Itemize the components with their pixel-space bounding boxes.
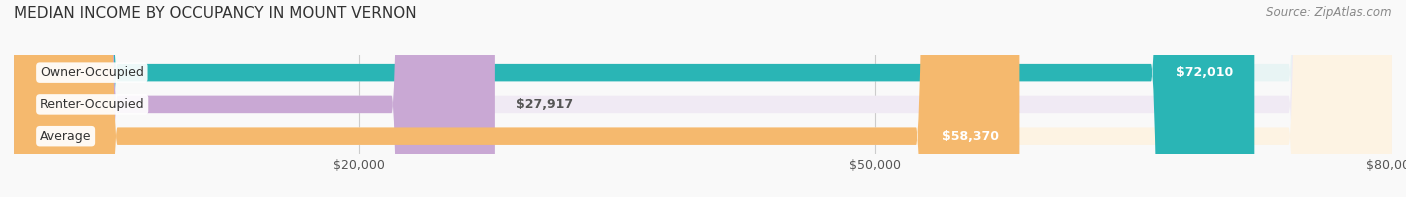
- Text: Renter-Occupied: Renter-Occupied: [39, 98, 145, 111]
- FancyBboxPatch shape: [14, 0, 1019, 197]
- Text: Average: Average: [39, 130, 91, 143]
- FancyBboxPatch shape: [14, 0, 1392, 197]
- Text: Source: ZipAtlas.com: Source: ZipAtlas.com: [1267, 6, 1392, 19]
- FancyBboxPatch shape: [14, 0, 495, 197]
- Text: $58,370: $58,370: [942, 130, 998, 143]
- FancyBboxPatch shape: [14, 0, 1392, 197]
- Text: Owner-Occupied: Owner-Occupied: [39, 66, 143, 79]
- FancyBboxPatch shape: [14, 0, 1254, 197]
- Text: $72,010: $72,010: [1177, 66, 1233, 79]
- Text: $27,917: $27,917: [516, 98, 572, 111]
- FancyBboxPatch shape: [14, 0, 1392, 197]
- Text: MEDIAN INCOME BY OCCUPANCY IN MOUNT VERNON: MEDIAN INCOME BY OCCUPANCY IN MOUNT VERN…: [14, 6, 416, 21]
